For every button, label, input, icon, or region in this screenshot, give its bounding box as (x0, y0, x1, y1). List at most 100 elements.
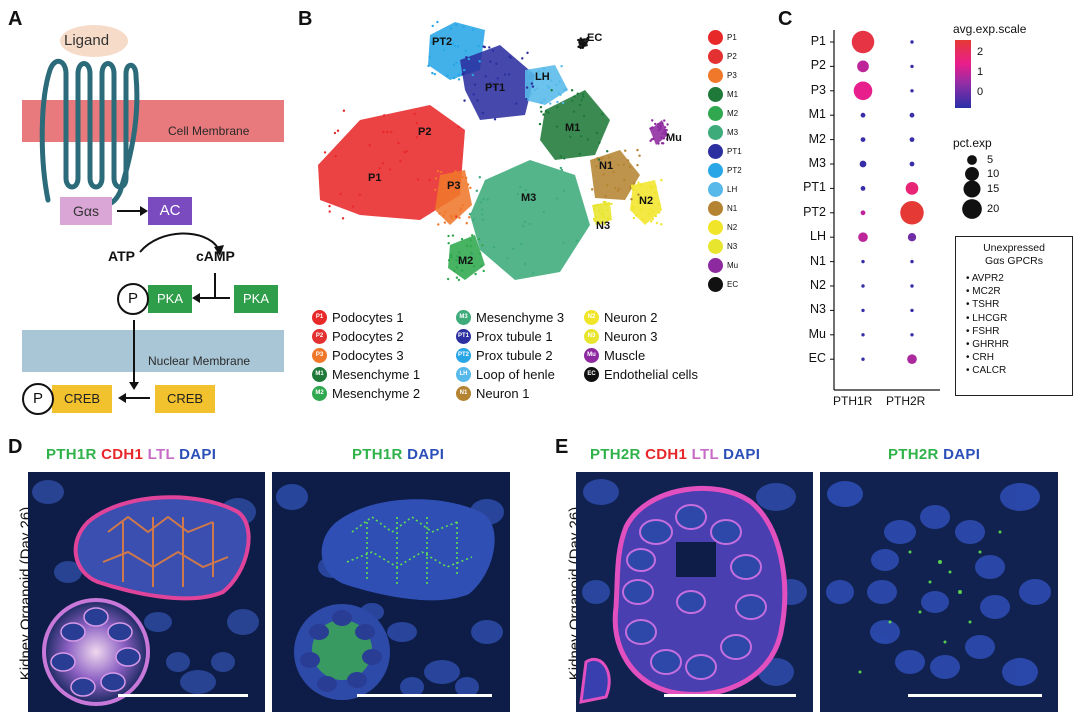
umap-point (596, 157, 599, 160)
legend-label: Prox tubule 2 (476, 348, 553, 363)
umap-point (535, 77, 539, 81)
dot-n1-pth1r (861, 259, 865, 264)
umap-point (472, 218, 475, 221)
umap-point (649, 185, 652, 188)
umap-point (481, 213, 484, 216)
key-dot (708, 277, 723, 292)
umap-point (473, 83, 477, 86)
legend-label: Mesenchyme 3 (476, 310, 565, 325)
umap-point (616, 163, 620, 166)
legend-label: Mesenchyme 2 (332, 386, 421, 401)
umap-point (368, 144, 371, 147)
y-tick-label-lh: LH (810, 229, 826, 244)
size-tick-10: 10 (987, 168, 1000, 180)
umap-point (607, 202, 610, 205)
umap-plot (318, 20, 669, 282)
umap-point (437, 38, 440, 41)
umap-point (434, 188, 437, 191)
legend-item-pt1: PT1 Prox tubule 1 (456, 329, 553, 344)
umap-point (659, 127, 662, 130)
umap-point (483, 45, 486, 49)
legend-label: Muscle (604, 348, 646, 363)
umap-point (493, 118, 497, 121)
umap-point (577, 38, 580, 42)
legend-item-m1: M1 Mesenchyme 1 (312, 367, 420, 382)
dot-p3-pth1r (853, 81, 873, 101)
umap-point (431, 24, 434, 28)
umap-point (456, 45, 460, 48)
umap-point (511, 247, 515, 250)
legend-dot: M2 (312, 386, 327, 401)
umap-point (614, 186, 617, 190)
umap-point (471, 28, 475, 32)
umap-point (491, 49, 495, 52)
dot-ec-pth1r (861, 357, 865, 361)
umap-point (639, 201, 642, 205)
umap-point (636, 148, 639, 152)
size-legend (962, 155, 982, 219)
umap-point (571, 99, 574, 103)
camp-label: cAMP (196, 248, 235, 264)
size-tick-5: 5 (987, 154, 994, 166)
umap-point (461, 176, 464, 179)
umap-point (649, 208, 652, 211)
umap-point (464, 49, 467, 53)
umap-point (455, 266, 459, 269)
d-right-ch2: DAPI (407, 446, 445, 463)
umap-point (563, 157, 566, 160)
dot-pt1-pth1r (860, 186, 866, 191)
umap-point (638, 154, 641, 157)
umap-point (560, 64, 563, 68)
legend-dot: LH (456, 367, 471, 382)
umap-point (651, 218, 655, 221)
umap-point (438, 212, 441, 215)
key-item-p3: P3 (708, 68, 737, 83)
umap-point (632, 216, 636, 220)
size-legend-dot-20 (962, 199, 982, 219)
legend-dot: PT1 (456, 329, 471, 344)
phospho-pka-circle: P (117, 283, 149, 315)
panel-e-right-channels: PTH2R DAPI (888, 446, 980, 463)
umap-point (583, 44, 586, 47)
umap-point (600, 112, 604, 116)
color-legend-title: avg.exp.scale (953, 22, 1027, 36)
umap-point (457, 78, 461, 81)
umap-point (657, 142, 660, 145)
umap-label-lh: LH (535, 71, 550, 83)
umap-point (665, 137, 669, 141)
legend-item-n2: N2 Neuron 2 (584, 310, 657, 325)
umap-point (333, 131, 337, 135)
key-dot (708, 68, 723, 83)
umap-point (559, 166, 563, 170)
scale-bar-d-merged (118, 694, 248, 697)
panel-label-a: A (8, 8, 23, 30)
umap-point (636, 163, 639, 167)
size-legend-dot-10 (965, 167, 979, 181)
umap-point (546, 74, 550, 78)
unexpressed-item: • GHRHR (966, 339, 1009, 351)
dot-m1-pth1r (860, 112, 866, 118)
unexpressed-gpcr-box: Unexpressed Gαs GPCRs • AVPR2 • MC2R • TSH… (955, 236, 1073, 396)
umap-point (431, 71, 434, 75)
dot-m2-pth2r (909, 137, 915, 142)
umap-point (651, 119, 654, 122)
micrograph-e-merged (576, 472, 813, 712)
umap-point (471, 73, 475, 77)
umap-point (525, 86, 529, 89)
umap-point (661, 132, 664, 135)
dot-n3-pth2r (910, 308, 914, 313)
umap-point (323, 151, 327, 154)
umap-point (586, 36, 589, 40)
legend-item-n1: N1 Neuron 1 (456, 386, 529, 401)
unexpressed-item: • FSHR (966, 325, 1000, 337)
umap-point (461, 72, 464, 76)
umap-point (427, 64, 430, 68)
legend-dot: N2 (584, 310, 599, 325)
umap-point (451, 234, 455, 237)
umap-point (640, 208, 643, 211)
umap-point (626, 159, 630, 162)
gas-box: Gαs (60, 197, 112, 225)
umap-point (630, 198, 633, 201)
umap-point (446, 74, 449, 78)
umap-point (641, 218, 644, 221)
